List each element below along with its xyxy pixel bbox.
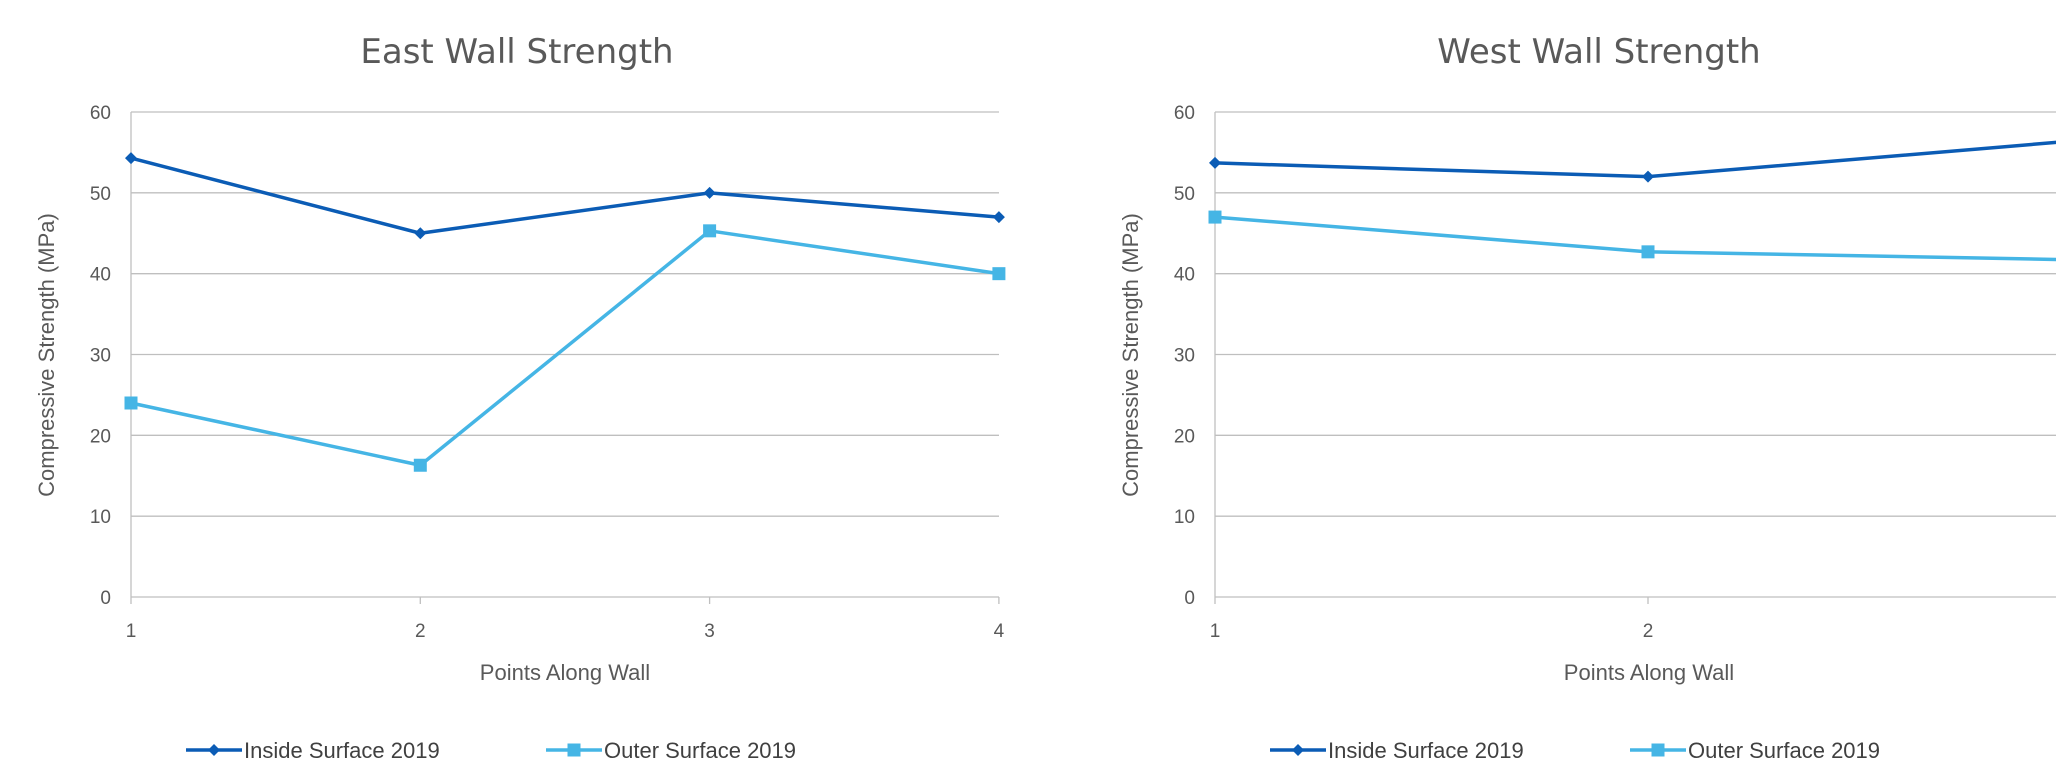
data-point bbox=[703, 224, 717, 238]
legend: Inside Surface 2019 Outer Surface 2019 bbox=[186, 738, 796, 763]
y-axis-title: Compressive Strength (MPa) bbox=[1118, 213, 1143, 497]
legend-item: Inside Surface 2019 bbox=[1270, 738, 1524, 763]
series-line bbox=[1214, 140, 2056, 179]
x-tick-label: 1 bbox=[1210, 621, 1221, 642]
legend-label: Outer Surface 2019 bbox=[604, 738, 796, 763]
y-tick-label: 30 bbox=[90, 346, 111, 367]
x-axis-title: Points Along Wall bbox=[1564, 660, 1734, 685]
chart-title: West Wall Strength bbox=[1437, 32, 1760, 72]
legend: Inside Surface 2019 Outer Surface 2019 bbox=[1270, 738, 1880, 763]
series-line bbox=[130, 229, 1000, 467]
series-line bbox=[1214, 215, 2056, 262]
x-tick-label: 4 bbox=[994, 621, 1005, 642]
x-axis-title: Points Along Wall bbox=[480, 660, 650, 685]
x-tick-label: 2 bbox=[415, 621, 426, 642]
legend-swatch-marker bbox=[567, 743, 581, 757]
chart-panel-2: West Wall Strength0102030405060123Points… bbox=[1118, 32, 2056, 763]
legend-item: Outer Surface 2019 bbox=[546, 738, 796, 763]
y-tick-label: 50 bbox=[90, 184, 111, 205]
data-point bbox=[125, 152, 137, 165]
y-tick-label: 60 bbox=[1174, 103, 1195, 124]
legend-swatch-marker bbox=[208, 744, 220, 756]
y-tick-label: 0 bbox=[1184, 588, 1195, 609]
data-point bbox=[124, 396, 138, 410]
legend-swatch-marker bbox=[1651, 743, 1665, 757]
y-tick-label: 50 bbox=[1174, 184, 1195, 205]
legend-swatch-marker bbox=[1292, 744, 1304, 756]
data-point bbox=[1642, 170, 1654, 183]
chart-title: East Wall Strength bbox=[360, 32, 673, 72]
y-tick-label: 30 bbox=[1174, 346, 1195, 367]
y-tick-label: 10 bbox=[1174, 507, 1195, 528]
data-point bbox=[413, 458, 427, 472]
legend-label: Inside Surface 2019 bbox=[244, 738, 440, 763]
series-inside bbox=[125, 152, 1005, 240]
series-outer bbox=[1208, 210, 2056, 262]
legend-item: Outer Surface 2019 bbox=[1630, 738, 1880, 763]
legend-label: Inside Surface 2019 bbox=[1328, 738, 1524, 763]
y-tick-label: 20 bbox=[90, 426, 111, 447]
data-point bbox=[703, 186, 716, 199]
y-tick-label: 20 bbox=[1174, 426, 1195, 447]
y-tick-label: 0 bbox=[100, 588, 111, 609]
chart-panel-1: East Wall Strength 0 10 20 30 40 50 60 1 2 3 4 Point… bbox=[34, 32, 1006, 763]
legend-label: Outer Surface 2019 bbox=[1688, 738, 1880, 763]
legend-item: Inside Surface 2019 bbox=[186, 738, 440, 763]
data-point bbox=[414, 227, 427, 240]
series-inside bbox=[1209, 140, 2056, 183]
y-tick-label: 40 bbox=[90, 265, 111, 286]
x-tick-label: 1 bbox=[126, 621, 137, 642]
data-point bbox=[992, 211, 1005, 224]
series-outer bbox=[124, 224, 1006, 472]
x-tick-label: 3 bbox=[704, 621, 715, 642]
series-line bbox=[130, 156, 1000, 235]
data-point bbox=[992, 267, 1006, 281]
y-tick-label: 40 bbox=[1174, 265, 1195, 286]
y-tick-label: 60 bbox=[90, 103, 111, 124]
data-point bbox=[1209, 156, 1221, 169]
y-tick-label: 10 bbox=[90, 507, 111, 528]
data-point bbox=[1208, 210, 1222, 224]
x-tick-label: 2 bbox=[1643, 621, 1654, 642]
y-axis-title: Compressive Strength (MPa) bbox=[34, 213, 59, 497]
data-point bbox=[1641, 245, 1655, 259]
